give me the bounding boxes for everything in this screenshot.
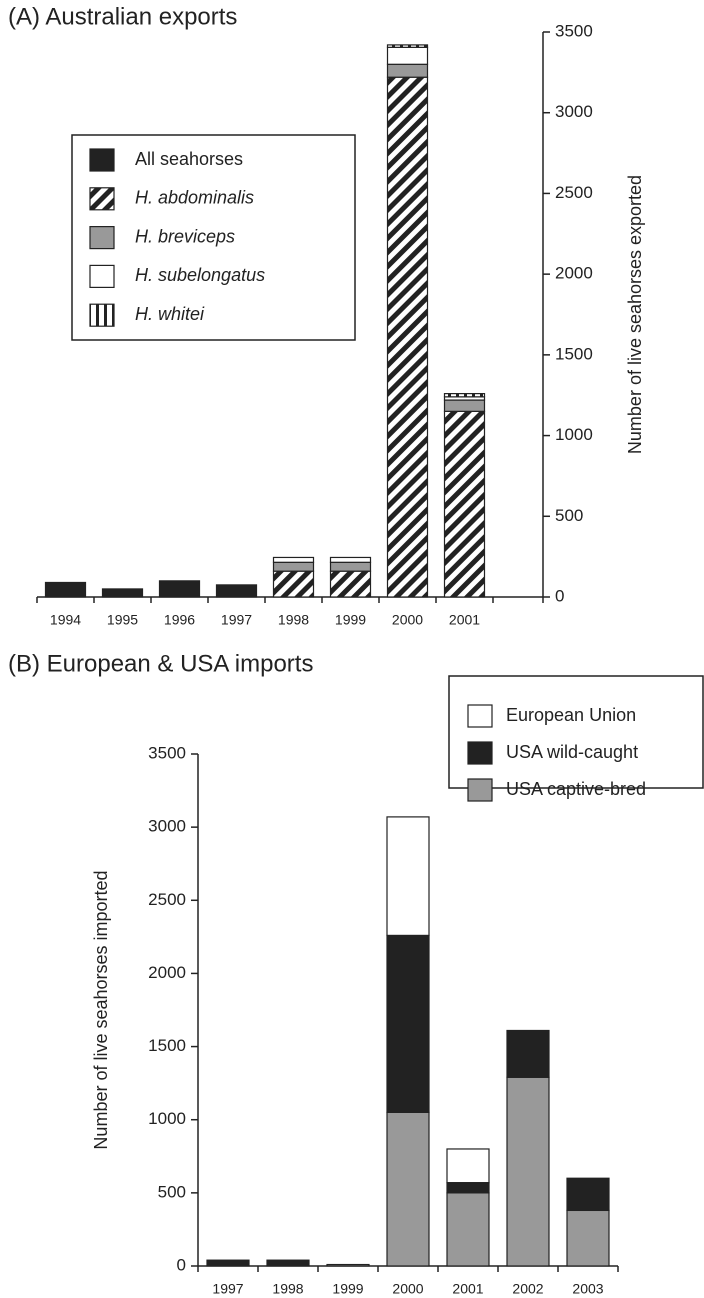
x-tick-label: 2000 bbox=[392, 1281, 423, 1297]
legend-swatch bbox=[467, 704, 493, 728]
y-axis-label: Number of live seahorses exported bbox=[625, 175, 645, 454]
bar-segment bbox=[386, 46, 429, 65]
bar-segment bbox=[215, 584, 258, 598]
bar-segment bbox=[386, 1111, 430, 1267]
y-tick-label: 2500 bbox=[148, 890, 186, 909]
y-axis-label: Number of live seahorses imported bbox=[91, 870, 111, 1149]
bar-segment bbox=[386, 934, 430, 1113]
y-tick-label: 3000 bbox=[555, 102, 593, 121]
legend-label: H. abdominalis bbox=[135, 188, 254, 208]
chart-title: (A) Australian exports bbox=[8, 3, 237, 30]
legend-swatch bbox=[89, 187, 115, 211]
bar-segment bbox=[446, 1192, 490, 1267]
bar-segment bbox=[158, 580, 201, 598]
bar-segment bbox=[329, 556, 372, 563]
x-tick-label: 1994 bbox=[50, 612, 81, 628]
x-tick-label: 1998 bbox=[272, 1281, 303, 1297]
x-tick-label: 2002 bbox=[512, 1281, 543, 1297]
bar-segment bbox=[206, 1259, 250, 1267]
bar-segment bbox=[386, 44, 429, 48]
bar-segment bbox=[386, 76, 429, 598]
x-tick-label: 1997 bbox=[221, 612, 252, 628]
x-tick-label: 1996 bbox=[164, 612, 195, 628]
y-tick-label: 3500 bbox=[555, 21, 593, 40]
legend-label: All seahorses bbox=[135, 149, 243, 169]
bar-segment bbox=[443, 410, 486, 598]
legend-swatch bbox=[467, 778, 493, 802]
y-tick-label: 2000 bbox=[555, 264, 593, 283]
y-tick-label: 500 bbox=[555, 506, 583, 525]
bar-segment bbox=[443, 393, 486, 398]
chart-title: (B) European & USA imports bbox=[8, 650, 313, 677]
y-tick-label: 0 bbox=[177, 1255, 186, 1274]
bar-segment bbox=[506, 1029, 550, 1078]
x-tick-label: 1999 bbox=[335, 612, 366, 628]
bar-segment bbox=[266, 1259, 310, 1267]
legend-label: H. whitei bbox=[135, 304, 205, 324]
bar-segment bbox=[326, 1263, 370, 1267]
legend-swatch bbox=[89, 148, 115, 172]
bar-segment bbox=[101, 588, 144, 598]
x-tick-label: 1995 bbox=[107, 612, 138, 628]
x-tick-label: 2001 bbox=[449, 612, 480, 628]
bar-segment bbox=[566, 1209, 610, 1267]
bar-segment bbox=[272, 556, 315, 563]
legend-label: H. breviceps bbox=[135, 226, 235, 246]
legend-swatch bbox=[89, 264, 115, 288]
x-tick-label: 2001 bbox=[452, 1281, 483, 1297]
legend-swatch bbox=[89, 303, 115, 327]
bar-segment bbox=[329, 570, 372, 598]
y-tick-label: 1000 bbox=[148, 1109, 186, 1128]
y-tick-label: 1000 bbox=[555, 425, 593, 444]
legend-swatch bbox=[89, 226, 115, 250]
bar-segment bbox=[566, 1177, 610, 1212]
bar-segment bbox=[446, 1148, 490, 1184]
y-tick-label: 3000 bbox=[148, 817, 186, 836]
y-tick-label: 1500 bbox=[148, 1036, 186, 1055]
bar-segment bbox=[44, 581, 87, 598]
y-tick-label: 1500 bbox=[555, 344, 593, 363]
bar-segment bbox=[272, 561, 315, 572]
x-tick-label: 1997 bbox=[212, 1281, 243, 1297]
bar-segment bbox=[386, 63, 429, 78]
x-tick-label: 2000 bbox=[392, 612, 423, 628]
legend-swatch bbox=[467, 741, 493, 765]
bar-segment bbox=[329, 561, 372, 572]
x-tick-label: 1998 bbox=[278, 612, 309, 628]
legend-label: H. subelongatus bbox=[135, 265, 265, 285]
x-tick-label: 1999 bbox=[332, 1281, 363, 1297]
bar-segment bbox=[506, 1076, 550, 1267]
bar-segment bbox=[272, 570, 315, 598]
y-tick-label: 0 bbox=[555, 586, 564, 605]
y-tick-label: 500 bbox=[158, 1182, 186, 1201]
bar-segment bbox=[386, 816, 430, 936]
x-tick-label: 2003 bbox=[572, 1281, 603, 1297]
bar-segment bbox=[443, 399, 486, 412]
y-tick-label: 2500 bbox=[555, 183, 593, 202]
y-tick-label: 2000 bbox=[148, 963, 186, 982]
bar-segment bbox=[446, 1182, 490, 1194]
legend-box bbox=[448, 675, 704, 789]
legend-label: European Union bbox=[506, 705, 636, 725]
legend-label: USA captive-bred bbox=[506, 779, 646, 799]
legend-label: USA wild-caught bbox=[506, 742, 638, 762]
y-tick-label: 3500 bbox=[148, 743, 186, 762]
legend-box bbox=[71, 134, 356, 341]
